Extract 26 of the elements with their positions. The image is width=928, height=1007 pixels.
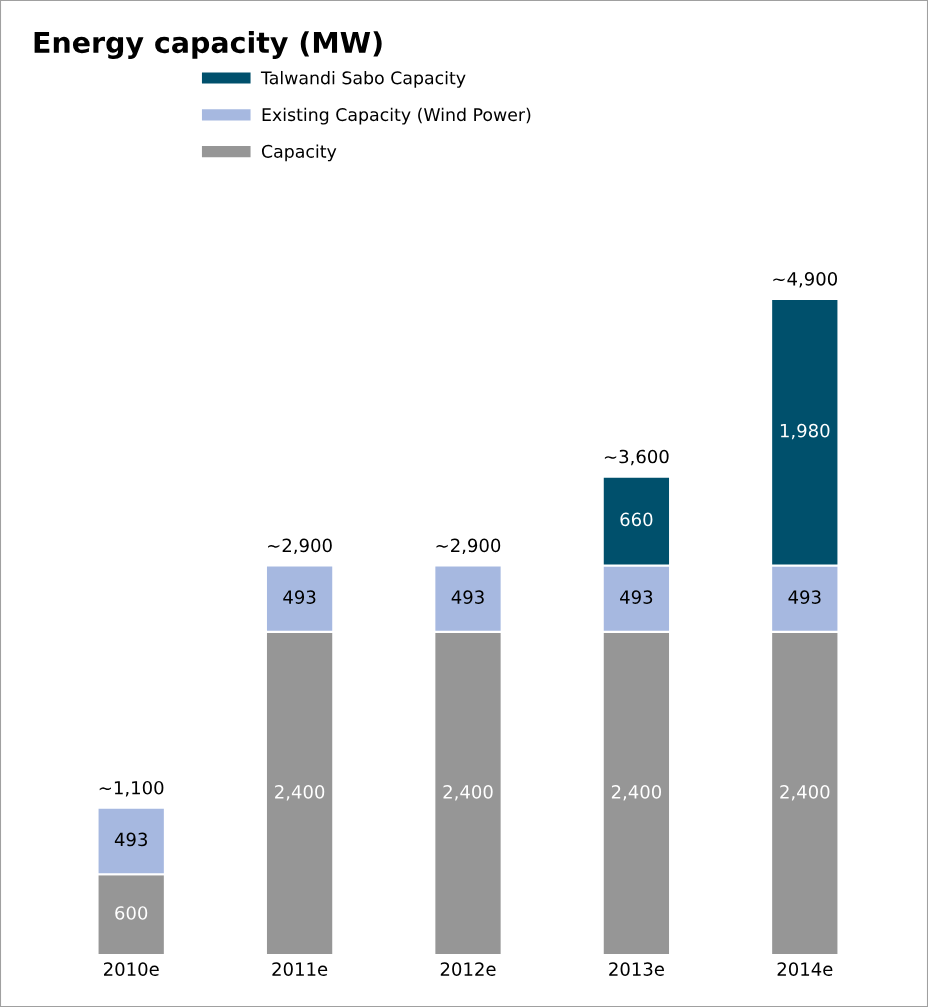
x-tick-label: 2010e [103,962,159,976]
annotation: ~2,900 [436,538,501,555]
data-label: 2,400 [780,785,830,801]
annotation: ~2,900 [268,538,332,555]
x-tick-label: 2011e [272,962,328,976]
annotation: ~3,600 [604,449,669,466]
data-label: 2,400 [611,785,662,801]
data-label: 2,400 [275,785,325,801]
x-tick-label: 2014e [777,962,833,976]
data-label: 660 [620,512,653,527]
data-label: 493 [451,590,484,604]
data-label: 493 [283,590,316,604]
data-label: 2,400 [443,785,493,801]
legend-label: Talwandi Sabo Capacity [260,70,466,88]
annotation: ~4,900 [773,271,838,288]
data-label: 1,980 [780,423,830,440]
legend-label: Existing Capacity (Wind Power) [262,107,531,125]
data-label: 600 [115,906,148,920]
x-tick-label: 2013e [609,962,664,976]
chart-title: Energy capacity (MW) [34,31,382,59]
data-label: 493 [620,590,653,604]
data-label: 493 [114,832,147,847]
annotation: ~1,100 [99,780,164,797]
data-label: 493 [788,590,821,604]
x-tick-label: 2012e [440,962,496,976]
legend-label: Capacity [261,144,337,162]
